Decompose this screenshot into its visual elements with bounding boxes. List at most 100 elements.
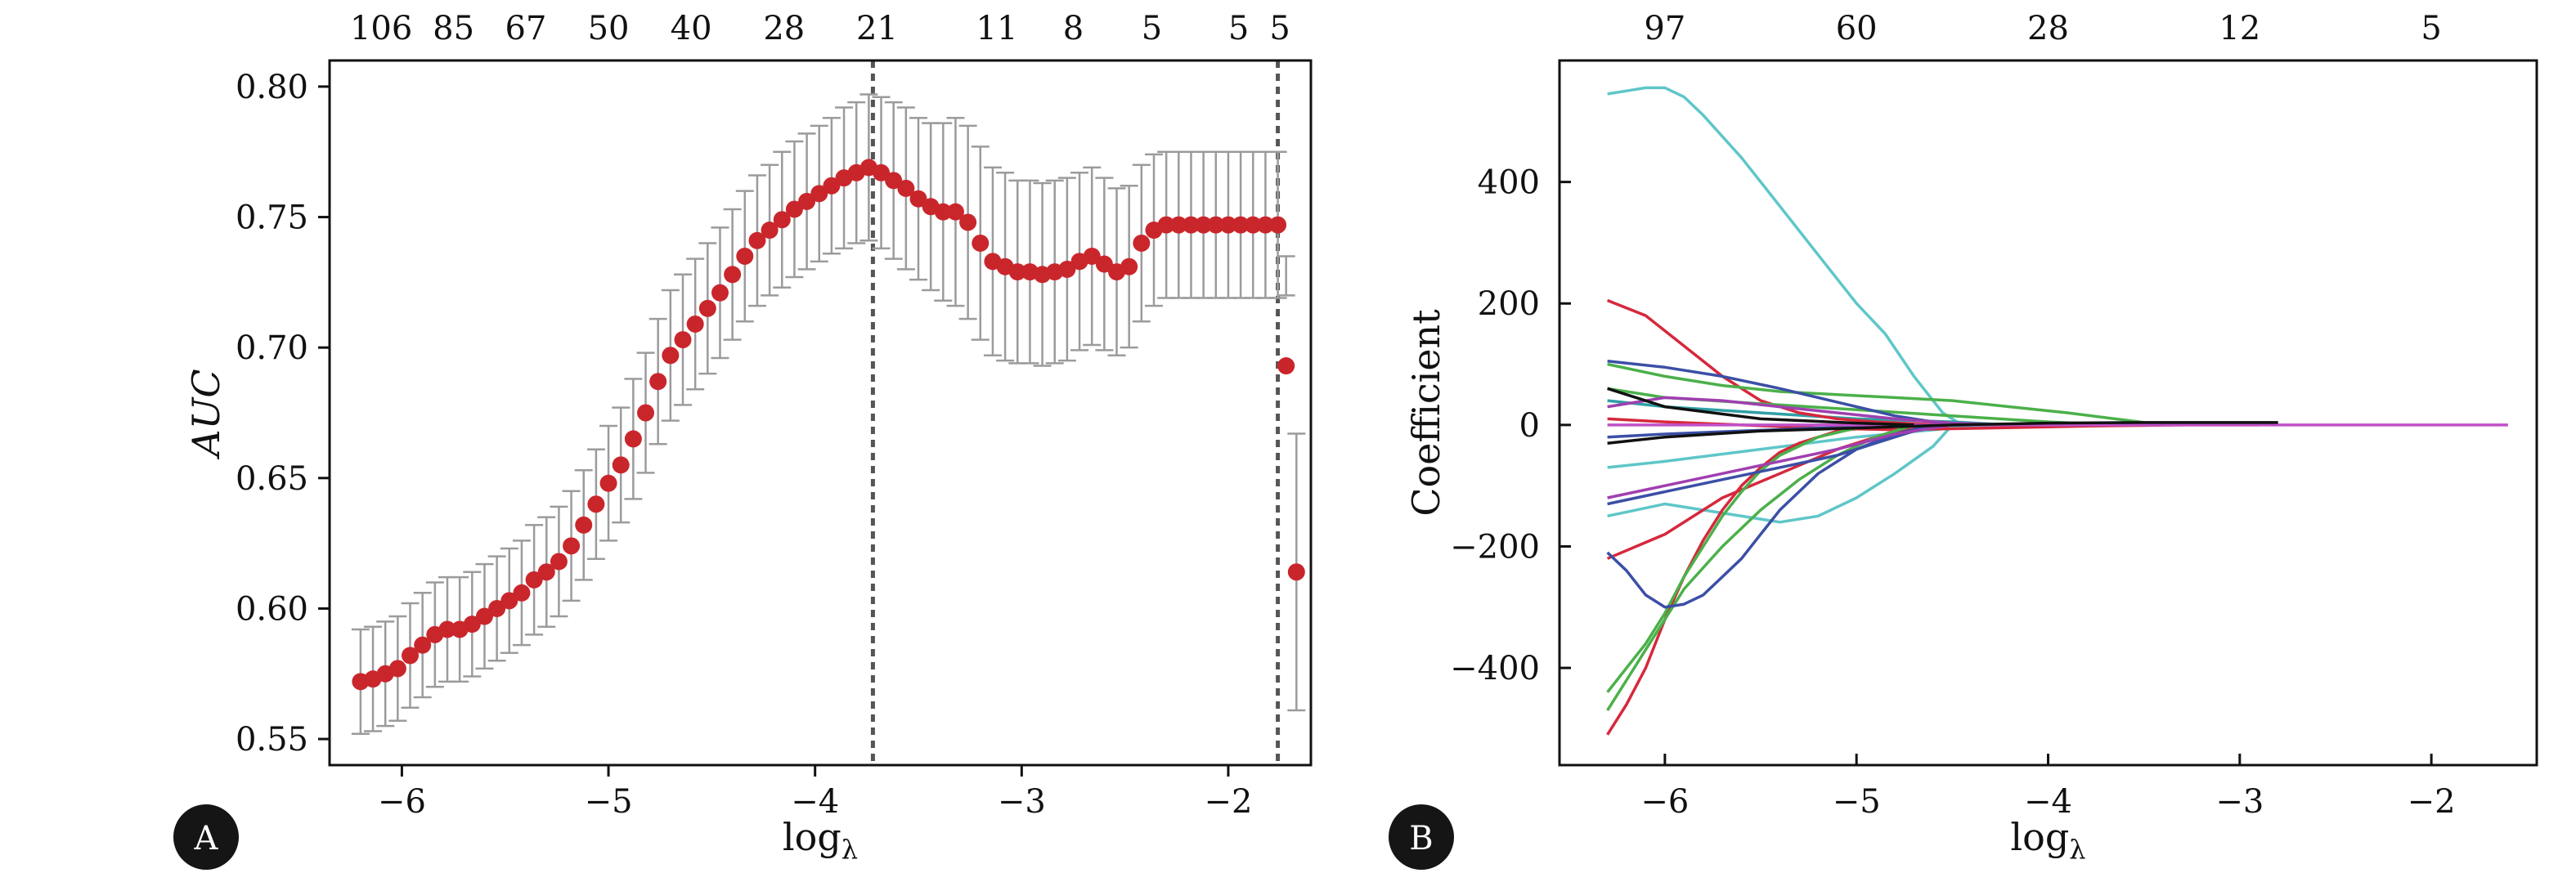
x-tick-label: −3 (2215, 783, 2264, 821)
y-tick-label: 0.65 (236, 460, 308, 498)
data-point (972, 234, 990, 252)
data-point (624, 430, 642, 448)
data-point (724, 266, 742, 284)
top-axis-label: 60 (1836, 10, 1878, 47)
data-point (711, 284, 729, 302)
panel-b-x-axis-label: logλ (2010, 815, 2085, 865)
y-tick-label: 200 (1478, 285, 1540, 323)
data-point (1277, 357, 1295, 375)
data-point (909, 190, 927, 208)
panel-a-chart: −6 −5 −4 −3 −2 0.55 0.60 0.65 0.70 0.75 0.80 106 8… (173, 10, 1313, 870)
top-axis-label: 5 (2421, 10, 2441, 47)
top-axis-label: 11 (976, 10, 1018, 47)
panel-a-plot-frame (328, 59, 1313, 767)
y-tick-label: 0.75 (236, 199, 308, 237)
coefficient-path (1606, 423, 1915, 712)
data-point (1269, 216, 1287, 234)
top-axis-label: 97 (1644, 10, 1685, 47)
x-tick-label: −5 (585, 783, 633, 821)
data-point (873, 163, 891, 181)
top-axis-label: 5 (1142, 10, 1162, 47)
data-point (1244, 216, 1262, 234)
x-tick-label: −5 (1833, 783, 1881, 821)
panel-a-x-axis-label: logλ (783, 815, 858, 865)
panel-a-badge: A (173, 804, 239, 870)
panel-a-x-ticks: −6 −5 −4 −3 −2 (378, 765, 1252, 821)
data-point (1219, 216, 1237, 234)
data-point (525, 571, 543, 589)
data-point (513, 584, 531, 602)
x-tick-label: −4 (791, 783, 839, 821)
data-point (463, 616, 481, 634)
data-point (637, 404, 655, 422)
data-point (563, 537, 581, 555)
panel-a-y-axis-label: AUC (184, 369, 228, 459)
panel-b-chart: −6 −5 −4 −3 −2 −400 −200 0 200 400 97 60 28 12 5 log… (1389, 10, 2538, 870)
data-point (599, 474, 617, 492)
data-point (649, 373, 667, 391)
coefficient-path (1607, 362, 2164, 427)
x-tick-label: −6 (378, 783, 426, 821)
x-tick-label: −4 (2024, 783, 2072, 821)
data-point (761, 222, 779, 240)
x-tick-label: −2 (1204, 783, 1252, 821)
data-point (587, 495, 605, 513)
data-point (1256, 216, 1274, 234)
top-axis-label: 21 (856, 10, 898, 47)
top-axis-label: 5 (1269, 10, 1290, 47)
top-axis-label: 67 (505, 10, 547, 47)
data-point (1207, 216, 1225, 234)
top-axis-label: 28 (763, 10, 805, 47)
y-tick-label: 0.70 (236, 329, 308, 367)
x-tick-label: −6 (1640, 783, 1689, 821)
coefficient-path (1607, 396, 2010, 427)
coefficient-path (1606, 423, 1896, 693)
data-point (537, 563, 555, 581)
panel-b-y-ticks: −400 −200 0 200 400 (1450, 164, 1571, 687)
coefficient-path (1607, 387, 1914, 427)
data-point (686, 315, 704, 333)
y-tick-label: 0 (1519, 407, 1540, 445)
data-point (500, 592, 518, 610)
data-point (1120, 257, 1138, 275)
panel-b-top-axis: 97 60 28 12 5 (1644, 10, 2441, 47)
y-tick-label: −200 (1450, 528, 1540, 566)
data-point (810, 185, 828, 203)
data-point (1058, 260, 1076, 278)
data-point (414, 636, 432, 654)
panel-b-coefficient-paths (1606, 86, 2508, 736)
coefficient-path (1607, 423, 1991, 524)
top-axis-label: 40 (671, 10, 712, 47)
data-point (662, 347, 680, 365)
data-point (1287, 563, 1305, 581)
y-tick-label: 0.55 (236, 721, 308, 759)
data-point (575, 516, 593, 534)
top-axis-label: 85 (433, 10, 474, 47)
data-point (402, 647, 420, 665)
panel-a-guides (870, 60, 1281, 765)
data-point (475, 607, 493, 625)
data-point (1008, 263, 1026, 281)
data-point (773, 211, 791, 229)
top-axis-label: 106 (350, 10, 412, 47)
data-point (1169, 216, 1187, 234)
data-point (1133, 234, 1151, 252)
data-point (1182, 216, 1200, 234)
y-tick-label: 400 (1478, 164, 1540, 202)
panel-a-top-axis: 106 85 67 50 40 28 21 11 8 5 5 5 (350, 10, 1290, 47)
data-point (674, 331, 692, 349)
data-point (1095, 255, 1113, 273)
x-tick-label: −2 (2408, 783, 2456, 821)
panel-a-y-ticks: 0.55 0.60 0.65 0.70 0.75 0.80 (236, 69, 330, 759)
data-point (823, 177, 841, 195)
data-point (438, 620, 456, 638)
data-point (934, 203, 952, 221)
data-point (1157, 216, 1175, 234)
data-point (488, 599, 506, 617)
data-point (946, 203, 964, 221)
top-axis-label: 50 (588, 10, 630, 47)
panel-b-y-axis-label: Coefficient (1404, 309, 1448, 517)
top-axis-label: 28 (2027, 10, 2069, 47)
y-tick-label: 0.80 (236, 69, 308, 106)
